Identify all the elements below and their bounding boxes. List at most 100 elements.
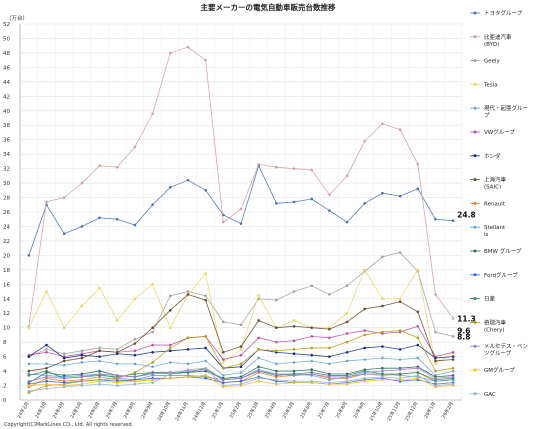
data-point [434, 384, 437, 387]
data-point [310, 353, 314, 357]
y-tick-label: 6 [3, 355, 7, 361]
data-point [328, 355, 331, 358]
x-tick-label: 24年6月 [86, 401, 101, 420]
data-point [292, 369, 296, 373]
x-tick-label: 24年11月 [173, 401, 190, 423]
data-point [186, 375, 190, 379]
data-point [115, 374, 119, 377]
y-tick-label: 46 [3, 65, 10, 71]
data-point [133, 223, 137, 227]
legend-swatch-marker [473, 59, 477, 63]
data-point [328, 362, 331, 366]
legend-item: ホンダ [470, 152, 501, 160]
data-point [222, 366, 225, 370]
data-point [186, 368, 190, 371]
data-point [434, 330, 437, 334]
data-point [168, 346, 172, 350]
x-tick-label: 26年2月 [440, 401, 455, 420]
data-point [204, 298, 207, 302]
data-point [151, 330, 154, 334]
data-point [115, 377, 119, 380]
x-tick-label: 25年3月 [245, 401, 260, 420]
y-tick-label: 18 [3, 268, 10, 274]
y-tick-label: 4 [3, 369, 7, 375]
x-tick-label: 25年11月 [385, 401, 402, 423]
data-point [275, 326, 278, 329]
data-point [80, 379, 84, 383]
data-point [310, 368, 314, 371]
legend-item: トヨタグループ [470, 9, 523, 17]
data-point [381, 378, 384, 382]
data-point [27, 326, 31, 329]
data-point [398, 128, 402, 131]
data-point [345, 375, 349, 379]
data-point [451, 375, 455, 379]
data-point [381, 304, 384, 308]
data-point [275, 165, 278, 169]
data-point [186, 336, 190, 340]
x-tick-label: 24年2月 [16, 401, 31, 420]
data-point [222, 361, 225, 364]
data-point [239, 379, 243, 383]
data-point [398, 372, 402, 376]
legend-item: 奇瑞汽車(Chery) [470, 318, 507, 333]
data-point [204, 335, 207, 338]
data-point [345, 220, 349, 224]
data-point [222, 350, 225, 354]
data-point [363, 329, 367, 332]
data-point [398, 329, 402, 332]
y-tick-label: 30 [3, 181, 10, 187]
data-point [257, 293, 260, 297]
data-point [151, 378, 154, 382]
data-point [204, 366, 207, 370]
x-tick-label: 25年2月 [228, 401, 243, 420]
series-line [28, 164, 454, 256]
data-point [345, 340, 349, 344]
data-point [222, 384, 225, 387]
series-1 [27, 45, 455, 328]
data-point [27, 379, 31, 383]
data-point [27, 374, 31, 377]
legend-item: 比亜迪汽車(BYD) [470, 33, 512, 48]
legend-swatch-marker [473, 201, 477, 205]
data-point [80, 372, 84, 376]
data-point [275, 349, 278, 353]
data-point [115, 350, 119, 354]
data-point [310, 197, 314, 201]
data-point [45, 362, 48, 366]
data-point [398, 297, 402, 301]
legend-item: GMグループ [470, 366, 515, 374]
data-point [27, 254, 31, 257]
data-point [345, 350, 349, 354]
data-point [168, 349, 172, 353]
data-point [434, 217, 437, 221]
data-point [151, 343, 154, 347]
legend-swatch-marker [473, 130, 477, 134]
data-point [310, 168, 314, 172]
data-point [345, 359, 349, 363]
data-point [363, 346, 367, 350]
y-tick-label: 32 [3, 167, 10, 173]
chart-title: 主要メーカーの電気自動車販売台数推移 [201, 2, 336, 12]
x-axis-tick-labels: 24年2月 24年3月 24年4月 24年5月 24年6月 24年7月 24年8月 24年9月… [16, 401, 455, 423]
data-point [186, 293, 190, 296]
legend-item: メルセデス・ベンツグループ [470, 342, 529, 357]
data-point [133, 371, 137, 374]
data-point [416, 324, 420, 328]
data-point [168, 372, 172, 376]
data-point [222, 378, 225, 382]
data-point [381, 369, 384, 373]
legend-item: 上海汽車(SAIC) [470, 176, 507, 191]
data-point [45, 379, 48, 383]
data-point [62, 356, 66, 360]
data-point [363, 358, 367, 361]
data-point [451, 335, 455, 338]
data-point [80, 384, 84, 387]
y-tick-label: 50 [3, 36, 10, 42]
data-point [398, 348, 402, 351]
data-point [257, 377, 260, 380]
data-point [115, 362, 119, 366]
data-point [416, 187, 420, 191]
data-point [98, 379, 101, 383]
